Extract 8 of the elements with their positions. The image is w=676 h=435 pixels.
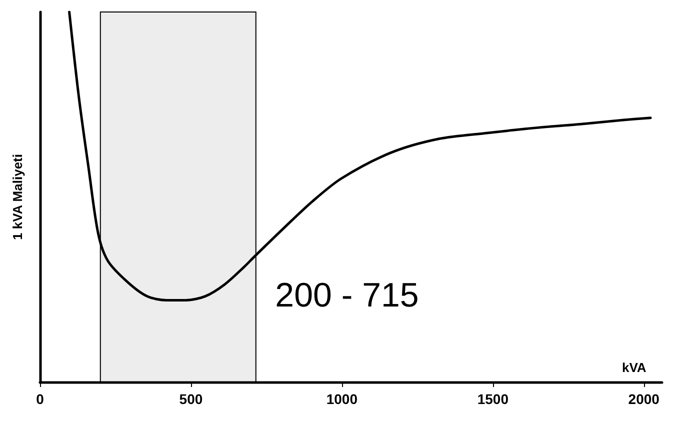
x-tick-label: 500 (179, 391, 203, 407)
x-tick-label: 1000 (326, 391, 358, 407)
x-tick-label: 2000 (628, 391, 660, 407)
x-tick-label: 0 (36, 391, 44, 407)
band-label: 200 - 715 (275, 276, 419, 315)
y-axis-title: 1 kVA Maliyeti (10, 154, 25, 240)
x-axis-title: kVA (622, 360, 647, 375)
x-tick-label: 1500 (477, 391, 509, 407)
